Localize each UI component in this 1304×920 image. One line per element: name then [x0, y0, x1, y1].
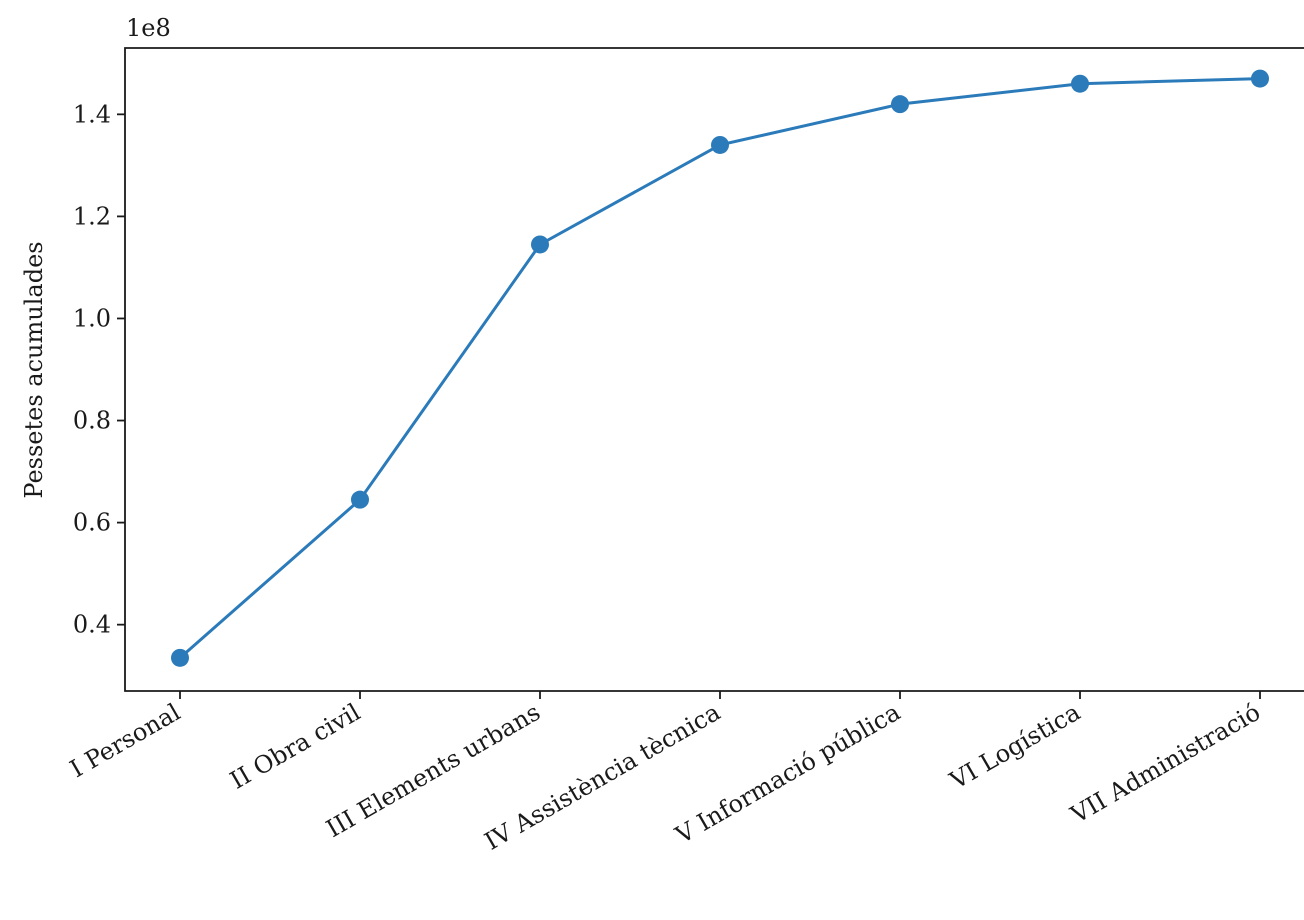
data-point	[1071, 74, 1089, 93]
x-tick-label: I Personal	[65, 698, 185, 783]
data-point	[1251, 69, 1269, 88]
axes-frame	[124, 47, 1304, 692]
x-tick-label: II Obra civil	[225, 698, 365, 795]
y-axis-ticks: 0.4 0.6 0.8 1.0 1.2 1.4	[73, 100, 125, 639]
y-tick-label: 0.8	[73, 407, 111, 435]
y-axis-label: Pessetes acumulades	[20, 241, 48, 498]
data-point	[351, 490, 369, 509]
y-tick-label: 0.4	[73, 611, 111, 639]
y-tick-label: 1.4	[73, 100, 111, 128]
data-point	[171, 648, 189, 667]
y-offset-label: 1e8	[126, 14, 171, 42]
data-point	[891, 95, 909, 114]
y-tick-label: 0.6	[73, 509, 111, 537]
series-line	[179, 77, 1261, 659]
series-layer	[171, 69, 1269, 667]
x-tick-label: VII Administració	[1065, 698, 1265, 829]
y-tick-label: 1.0	[73, 304, 111, 332]
x-tick-label: VI Logística	[944, 698, 1085, 795]
data-point	[531, 235, 549, 254]
y-tick-label: 1.2	[73, 202, 111, 230]
data-point	[711, 135, 729, 154]
